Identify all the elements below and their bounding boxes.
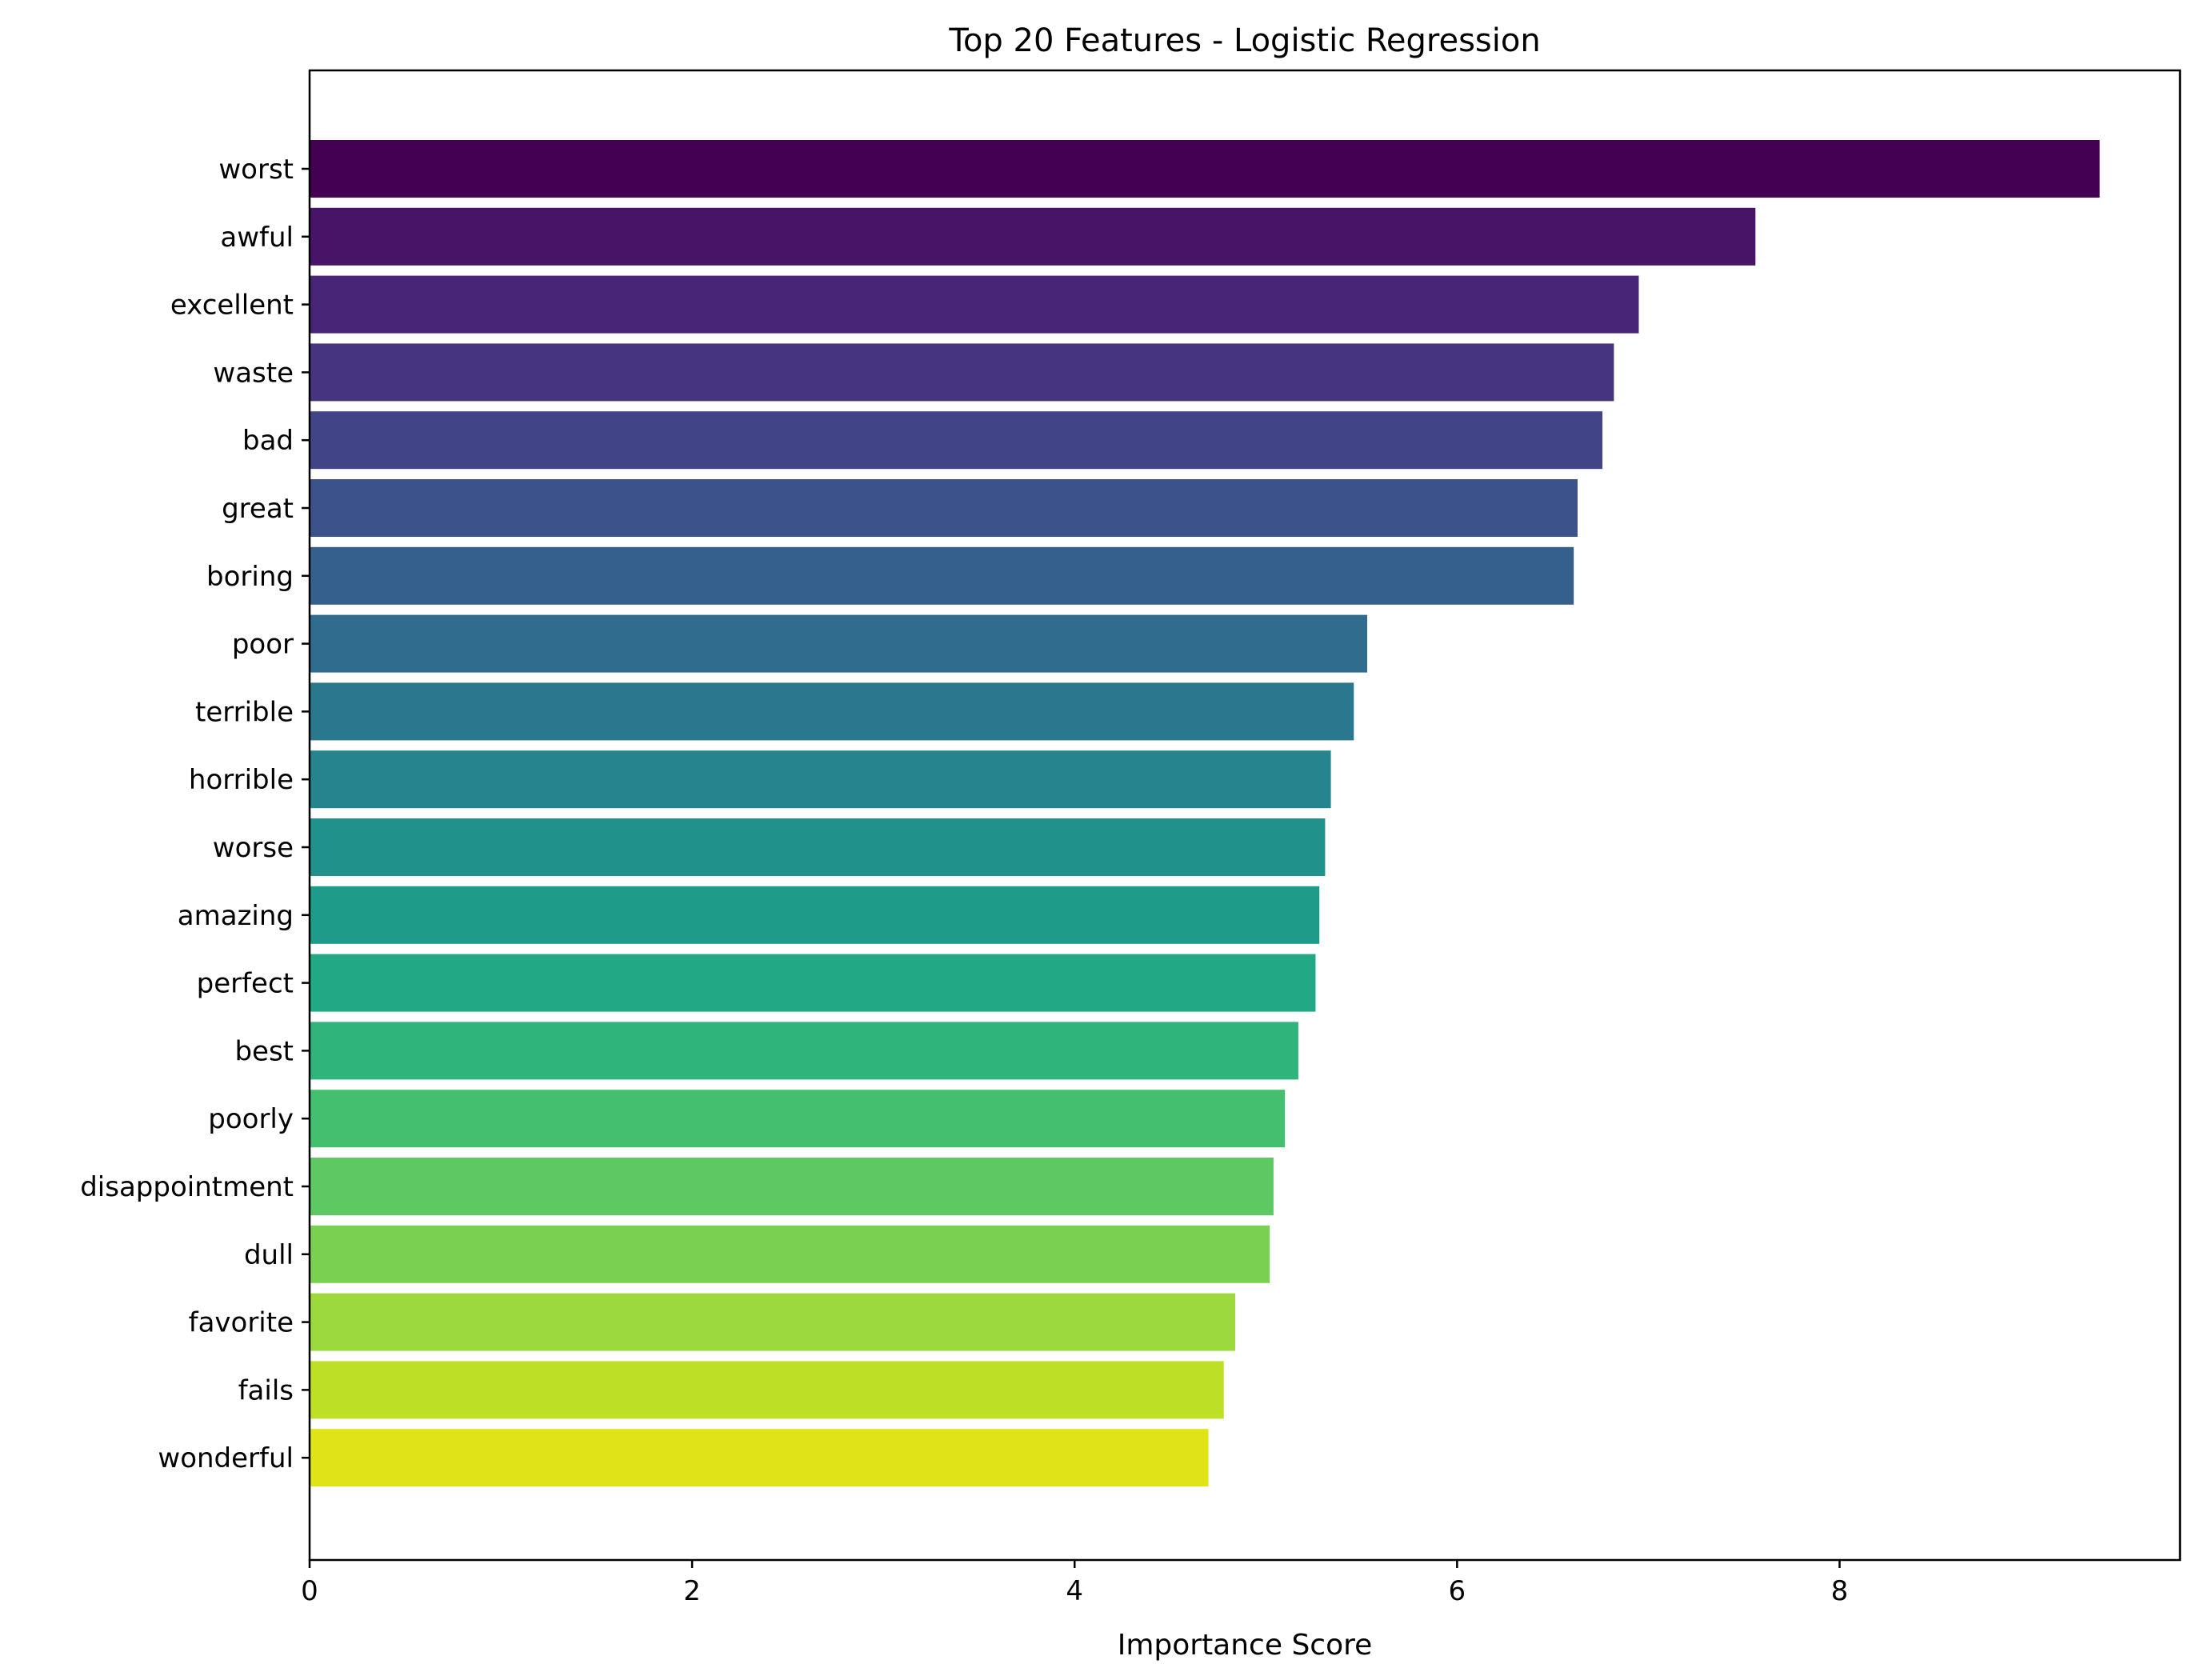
x-tick-label: 0 [301,1575,318,1607]
bar-poor [310,614,1367,673]
bar-wonderful [310,1429,1209,1487]
bar-poorly [310,1090,1286,1148]
y-tick-label: fails [238,1374,294,1406]
y-tick-label: excellent [170,290,294,322]
bar-bad [310,411,1603,470]
bars-group [310,140,2100,1487]
bar-horrible [310,750,1331,809]
bar-worse [310,818,1326,876]
y-tick-label: amazing [178,900,294,932]
bar-worst [310,140,2100,198]
bar-best [310,1022,1298,1080]
y-tick-label: best [234,1035,294,1067]
y-tick-label: favorite [189,1307,294,1339]
y-tick-label: disappointment [80,1171,294,1203]
bar-disappointment [310,1158,1274,1215]
bar-dull [310,1225,1270,1283]
bar-awful [310,207,1756,266]
x-tick-label: 8 [1831,1575,1849,1607]
bar-great [310,479,1578,537]
y-tick-label: perfect [197,968,294,1000]
bar-favorite [310,1293,1236,1351]
y-tick-label: awful [220,222,294,254]
y-tick-labels: worst awful excellent waste bad great boring po… [80,154,310,1474]
bar-fails [310,1361,1224,1419]
y-tick-label: terrible [195,696,294,728]
bar-waste [310,343,1614,402]
bar-amazing [310,886,1320,944]
x-tick-label: 2 [683,1575,701,1607]
chart-title: Top 20 Features - Logistic Regression [948,22,1540,59]
y-tick-label: bad [242,425,294,457]
plot-frame [308,69,2182,1562]
x-axis-label: Importance Score [1118,1629,1373,1662]
y-tick-label: wonderful [158,1442,294,1474]
y-tick-label: worse [213,832,294,864]
y-tick-label: poorly [208,1103,294,1135]
bar-boring [310,546,1574,605]
y-tick-label: great [222,493,294,525]
bar-perfect [310,954,1316,1012]
x-tick-label: 6 [1449,1575,1466,1607]
y-tick-label: dull [244,1239,294,1271]
y-tick-label: poor [232,629,294,661]
y-tick-label: horrible [189,764,294,796]
x-axis-ticks: 0 2 4 6 8 [301,1560,1848,1607]
y-tick-label: waste [213,357,294,389]
bar-terrible [310,682,1354,741]
y-tick-label: boring [206,561,294,593]
y-tick-label: worst [218,154,294,186]
x-tick-label: 4 [1066,1575,1083,1607]
bar-excellent [310,275,1639,334]
